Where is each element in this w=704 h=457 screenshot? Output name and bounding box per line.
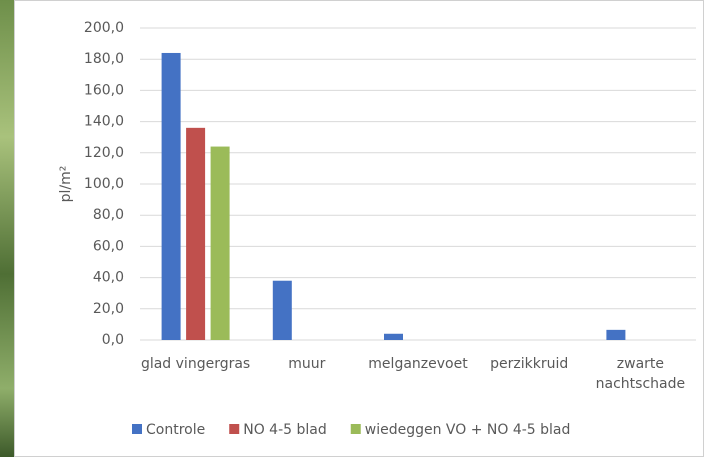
y-tick-label: 80,0 [93,207,124,223]
bar [272,280,292,340]
bar [606,329,626,340]
x-tick-label: zwarte nachtschade [595,356,686,392]
bar [384,333,403,340]
legend-label: wiedeggen VO + NO 4-5 blad [365,422,571,438]
y-tick-label: 180,0 [84,51,124,67]
x-tick-label: perzikkruid [490,356,569,372]
bar [161,52,181,341]
x-tick-label: glad vingergras [140,356,251,372]
bar [210,146,230,340]
y-tick-label: 0,0 [102,332,124,348]
legend-swatch [229,424,240,434]
y-tick-label: 200,0 [84,20,124,36]
y-tick-label: 160,0 [84,82,124,98]
legend-swatch [350,424,361,434]
x-tick-label: muur [288,356,326,372]
y-tick-label: 100,0 [84,176,124,192]
y-tick-label: 60,0 [93,238,124,254]
bar [186,127,206,340]
x-tick-label: melganzevoet [368,356,468,372]
y-tick-label: 40,0 [93,270,124,286]
y-tick-label: 20,0 [93,301,124,317]
legend-label: NO 4-5 blad [243,422,327,438]
legend-label: Controle [146,422,205,438]
y-axis-label: pl/m² [58,166,74,203]
legend-swatch [132,424,142,434]
background-photo [0,0,14,457]
y-tick-label: 120,0 [84,145,124,161]
y-tick-label: 140,0 [84,114,124,130]
